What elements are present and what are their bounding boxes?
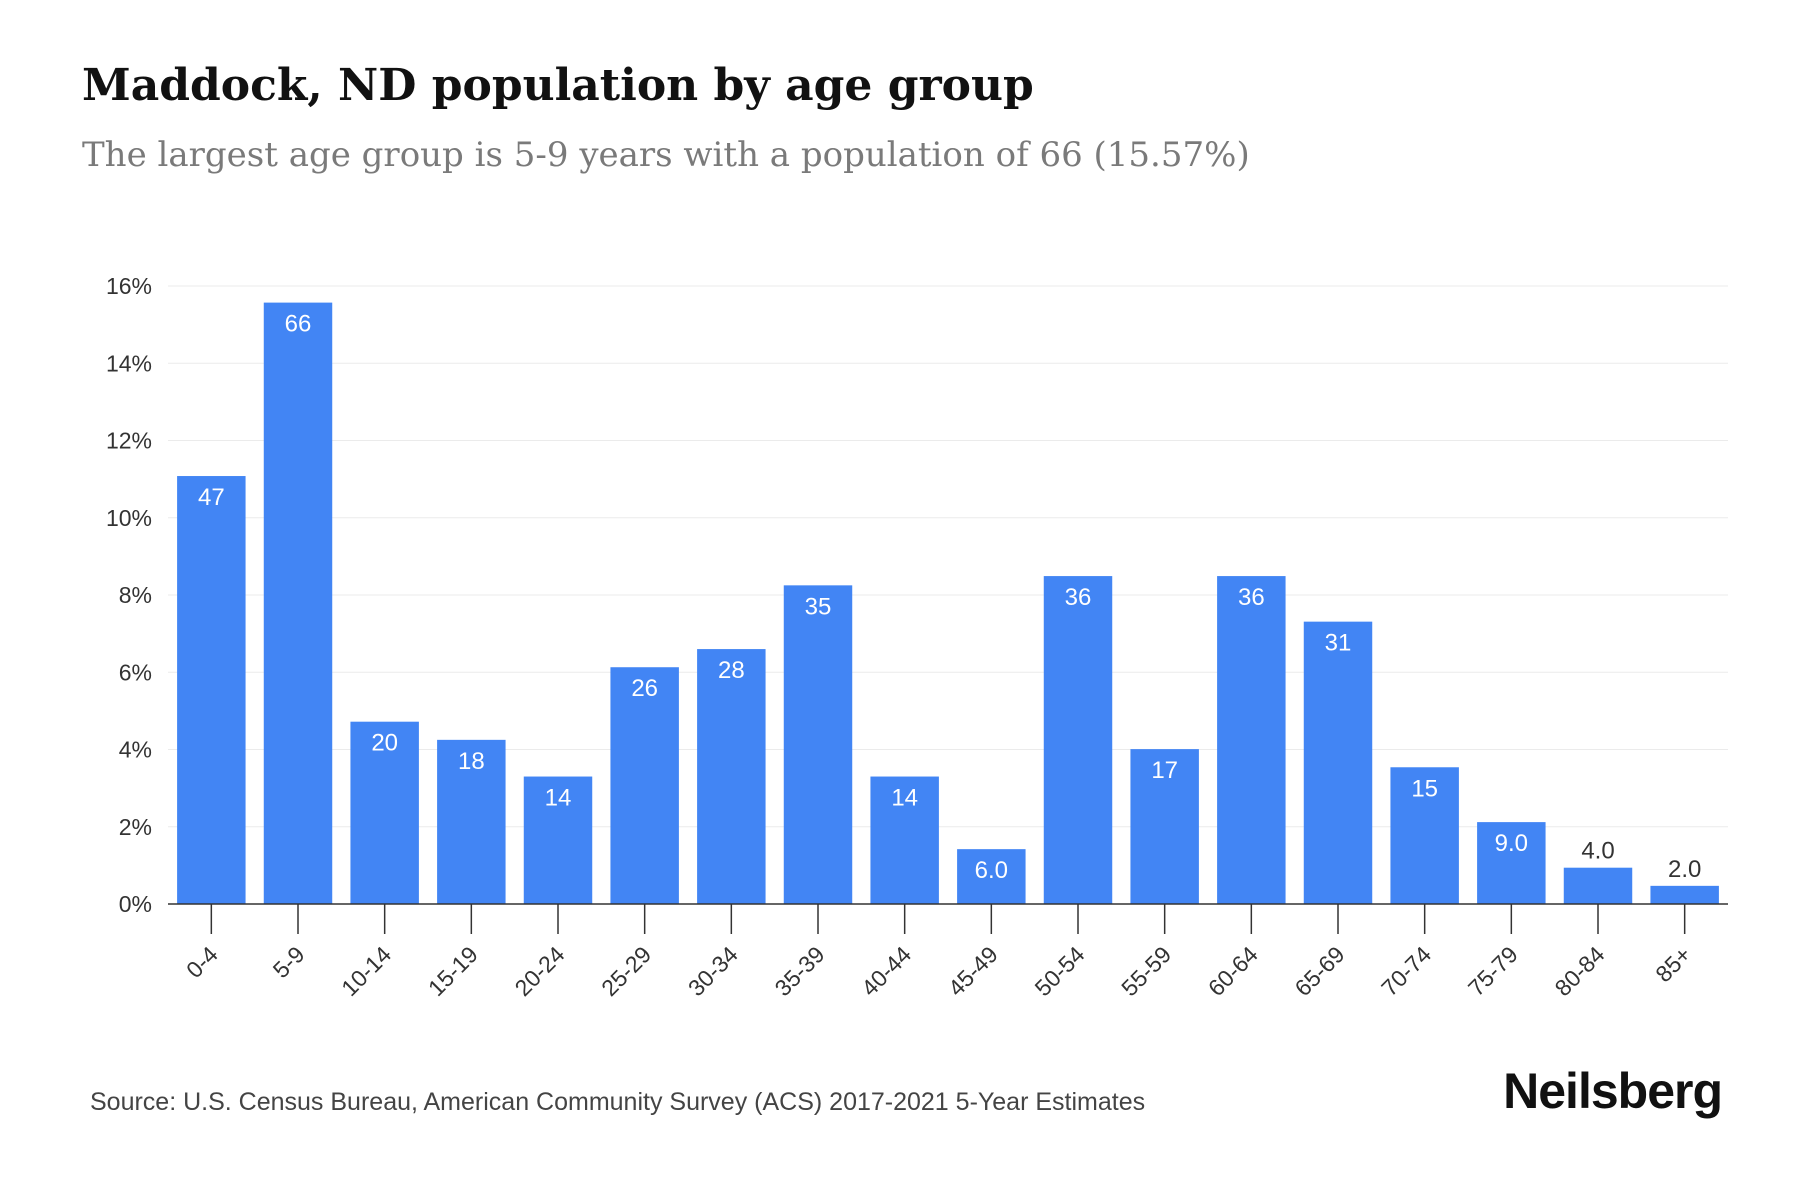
y-tick-label: 16%: [106, 273, 152, 299]
brand-logo: Neilsberg: [1503, 1063, 1723, 1119]
data-label: 4.0: [1581, 838, 1614, 865]
bar-15-19: [437, 739, 506, 904]
category-label: 30-34: [683, 941, 743, 1001]
bar-20-24: [523, 776, 593, 904]
data-label: 20: [371, 730, 398, 757]
bar-85+: [1650, 885, 1719, 904]
bar-40-44: [870, 776, 939, 904]
bar-55-59: [1130, 749, 1199, 904]
bar-25-29: [610, 667, 679, 904]
data-label: 14: [545, 785, 572, 812]
chart-title: Maddock, ND population by age group: [82, 60, 1034, 111]
bar-80-84: [1563, 867, 1633, 904]
bar-70-74: [1390, 767, 1459, 904]
y-axis-ticks: 0% 2% 4% 6% 8% 10% 12% 14% 16%: [106, 273, 152, 917]
chart-subtitle: The largest age group is 5-9 years with …: [82, 135, 1250, 175]
data-label: 17: [1151, 757, 1178, 784]
data-label: 9.0: [1495, 830, 1528, 857]
x-axis-categories: 0-4 5-9 10-14 15-19 20-24 25-29 30-34 35-39 40-4…: [181, 941, 1696, 1001]
bar-60-64: [1217, 576, 1286, 904]
category-label: 60-64: [1203, 941, 1263, 1001]
data-label: 36: [1065, 584, 1092, 611]
bar-5-9: [263, 302, 333, 904]
bar-30-34: [697, 649, 766, 904]
source-note: Source: U.S. Census Bureau, American Com…: [90, 1088, 1146, 1116]
y-tick-label: 14%: [106, 350, 152, 376]
category-label: 75-79: [1463, 941, 1523, 1001]
data-label: 36: [1238, 584, 1265, 611]
category-label: 50-54: [1030, 941, 1090, 1001]
bar-50-54: [1043, 576, 1113, 904]
category-label: 25-29: [596, 941, 656, 1001]
category-label: 0-4: [181, 941, 223, 983]
bar-45-49: [957, 849, 1026, 904]
data-label: 26: [631, 675, 658, 702]
category-label: 55-59: [1116, 941, 1176, 1001]
y-tick-label: 8%: [119, 582, 152, 608]
data-label: 35: [805, 593, 832, 620]
data-label: 18: [458, 748, 485, 775]
category-label: 70-74: [1376, 941, 1436, 1001]
data-label: 31: [1325, 630, 1352, 657]
category-label: 20-24: [510, 941, 570, 1001]
category-label: 45-49: [943, 941, 1003, 1001]
y-tick-label: 6%: [119, 659, 152, 685]
category-label: 85+: [1650, 941, 1696, 987]
data-label: 6.0: [975, 857, 1008, 884]
bar-75-79: [1477, 822, 1546, 904]
y-tick-label: 10%: [106, 505, 152, 531]
bar-35-39: [783, 585, 853, 904]
y-tick-label: 0%: [119, 891, 152, 917]
category-label: 5-9: [268, 941, 310, 983]
y-tick-label: 4%: [119, 737, 152, 763]
data-label: 2.0: [1668, 856, 1701, 883]
data-label: 28: [718, 657, 745, 684]
category-label: 15-19: [423, 941, 483, 1001]
category-label: 35-39: [770, 941, 830, 1001]
category-label: 40-44: [856, 941, 916, 1001]
bar-0-4: [177, 476, 246, 904]
category-label: 65-69: [1290, 941, 1350, 1001]
bar-10-14: [350, 721, 419, 904]
category-label: 10-14: [336, 941, 396, 1001]
y-tick-label: 2%: [119, 814, 152, 840]
data-labels: 47 66 20 18 14 26 28 35 14 6.0 36 17 36 31 15 9.0 4.0 2.0: [198, 311, 1701, 885]
data-label: 66: [285, 311, 312, 338]
bar-65-69: [1303, 621, 1373, 904]
data-label: 47: [198, 484, 225, 511]
category-label: 80-84: [1550, 941, 1610, 1001]
x-axis: [168, 903, 1728, 934]
bars: [177, 302, 1719, 904]
data-label: 14: [891, 785, 918, 812]
gridlines: [168, 285, 1728, 828]
data-label: 15: [1411, 775, 1438, 802]
y-tick-label: 12%: [106, 428, 152, 454]
